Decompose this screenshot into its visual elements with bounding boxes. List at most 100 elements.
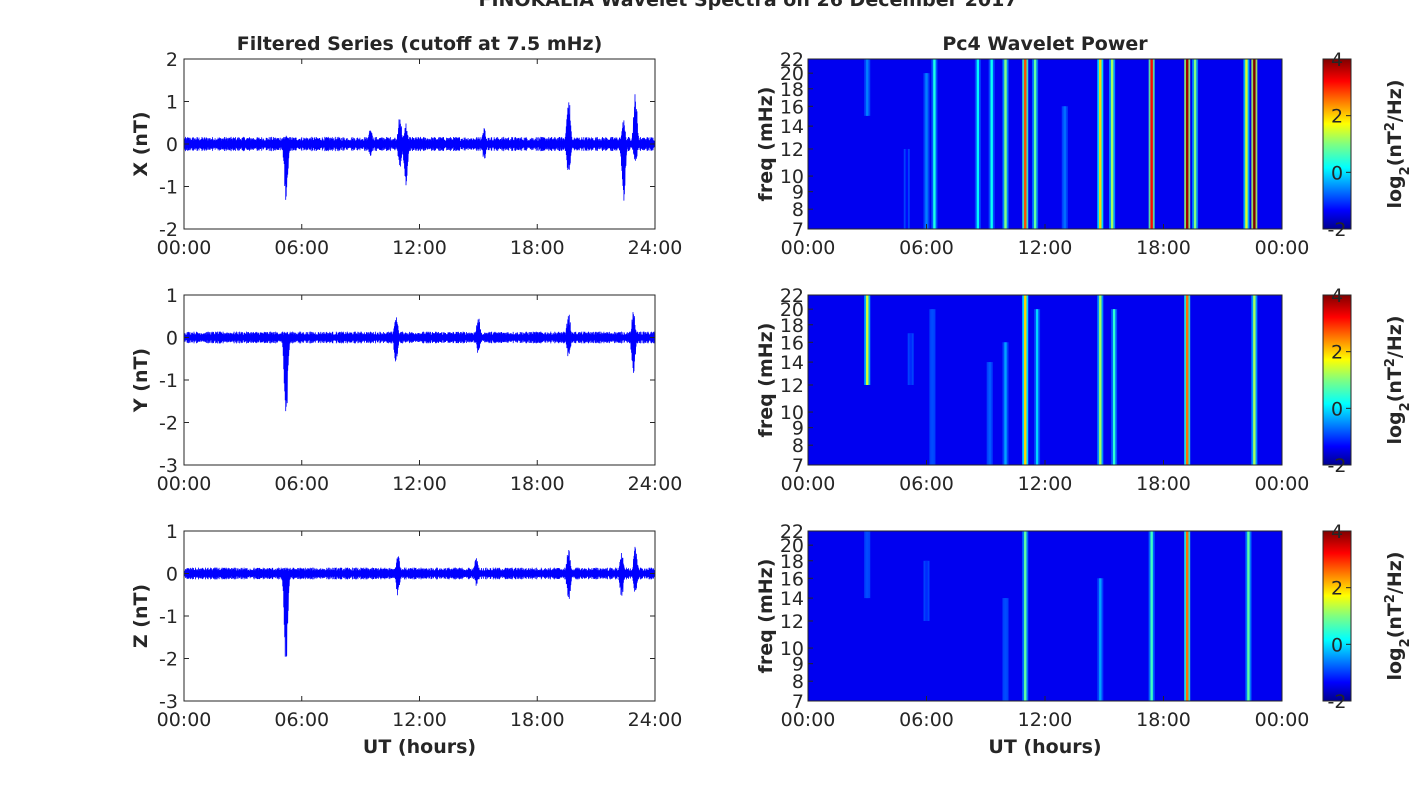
power-streak — [1193, 59, 1197, 229]
x-tick-label: 00:00 — [157, 237, 212, 259]
power-streak — [990, 59, 993, 229]
power-streak — [988, 362, 991, 465]
y-tick-label: 12 — [780, 139, 804, 161]
x-tick-label: 12:00 — [1018, 473, 1073, 495]
y-tick-label: 22 — [780, 285, 804, 307]
power-streak — [1186, 59, 1189, 229]
spectrogram-background — [808, 59, 1282, 229]
panel-title: Filtered Series (cutoff at 7.5 mHz) — [237, 33, 603, 55]
x-tick-label: 24:00 — [628, 709, 683, 731]
x-tick-label: 00:00 — [781, 237, 836, 259]
y-tick-label: 12 — [780, 611, 804, 633]
y-tick-label: 12 — [780, 375, 804, 397]
power-streak — [925, 560, 928, 621]
y-tick-label: 20 — [780, 535, 804, 557]
y-tick-label: 2 — [166, 49, 178, 71]
colorbar-tick-label: 0 — [1331, 162, 1343, 184]
colorbar-tick-label: 4 — [1331, 49, 1343, 71]
y-tick-label: 22 — [780, 521, 804, 543]
x-tick-label: 06:00 — [274, 237, 329, 259]
x-tick-label: 00:00 — [781, 709, 836, 731]
y-axis-label: Z (nT) — [130, 584, 152, 648]
x-tick-label: 00:00 — [157, 473, 212, 495]
x-tick-label: 00:00 — [1255, 237, 1310, 259]
power-streak — [1035, 309, 1039, 465]
power-streak — [1253, 295, 1256, 465]
colorbar-tick-label: 4 — [1331, 285, 1343, 307]
x-tick-label: 18:00 — [1136, 709, 1191, 731]
y-axis-label: X (nT) — [130, 111, 152, 176]
x-tick-label: 12:00 — [1018, 709, 1073, 731]
y-tick-label: -2 — [159, 219, 178, 241]
colorbar-tick-label: 2 — [1331, 342, 1343, 364]
y-tick-label: 1 — [166, 285, 178, 307]
y-tick-label: 16 — [780, 96, 804, 118]
spectrogram-background — [808, 531, 1282, 701]
power-streak — [1033, 59, 1037, 229]
plot-area — [184, 531, 655, 701]
x-tick-label: 06:00 — [899, 709, 954, 731]
power-streak — [1150, 59, 1153, 229]
y-axis-label: freq (mHz) — [755, 87, 777, 202]
y-tick-label: 0 — [166, 134, 178, 156]
colorbar-label: log2(nT2/Hz) — [1383, 79, 1413, 208]
power-streak — [1150, 531, 1153, 701]
series-panel-2: 1 0 -1 -2 -300:00 06:00 12:00 18:00 24:00 Y (nT) — [130, 285, 682, 495]
power-streak — [909, 333, 912, 385]
power-streak — [1253, 59, 1256, 229]
colorbar: 4 2 0 -2 log2(nT2/Hz) — [1322, 285, 1413, 477]
x-tick-label: 06:00 — [899, 237, 954, 259]
power-streak — [1099, 578, 1102, 701]
y-tick-label: -1 — [159, 370, 178, 392]
y-tick-label: 20 — [780, 299, 804, 321]
power-streak — [1024, 531, 1027, 701]
x-tick-label: 24:00 — [628, 473, 683, 495]
y-tick-label: 7 — [792, 219, 804, 241]
y-axis-label: Y (nT) — [130, 348, 152, 413]
colorbar-scale — [1322, 294, 1352, 466]
power-streak — [1099, 295, 1102, 465]
power-streak — [976, 59, 980, 229]
y-tick-label: 8 — [792, 199, 804, 221]
colorbar-tick-label: -2 — [1328, 219, 1347, 241]
y-tick-label: -2 — [159, 413, 178, 435]
power-streak — [1099, 59, 1102, 229]
series-panel-1: 2 1 0 -1 -200:00 06:00 12:00 18:00 24:00 X (nT) Fi… — [130, 33, 682, 259]
power-streak — [931, 309, 934, 465]
x-tick-label: 12:00 — [392, 709, 447, 731]
x-tick-label: 18:00 — [510, 473, 565, 495]
power-streak — [866, 531, 869, 599]
y-tick-label: 20 — [780, 63, 804, 85]
colorbar-tick-label: -2 — [1328, 691, 1347, 713]
y-tick-label: 18 — [780, 551, 804, 573]
x-tick-label: 18:00 — [510, 237, 565, 259]
colorbar-tick-label: 0 — [1331, 398, 1343, 420]
power-streak — [1186, 295, 1189, 465]
power-streak — [905, 148, 908, 229]
colorbar-label: log2(nT2/Hz) — [1383, 551, 1413, 680]
power-streak — [1004, 598, 1007, 701]
y-tick-label: -3 — [159, 455, 178, 477]
x-tick-label: 00:00 — [1255, 473, 1310, 495]
colorbar-tick-label: 4 — [1331, 521, 1343, 543]
y-tick-label: 16 — [780, 568, 804, 590]
y-tick-label: 16 — [780, 332, 804, 354]
y-tick-label: 18 — [780, 315, 804, 337]
power-streak — [1247, 531, 1250, 701]
y-tick-label: 9 — [792, 182, 804, 204]
y-tick-label: 14 — [780, 588, 804, 610]
colorbar-scale — [1322, 58, 1352, 230]
y-tick-label: -2 — [159, 649, 178, 671]
y-tick-label: 22 — [780, 49, 804, 71]
colorbar-tick-label: -2 — [1328, 455, 1347, 477]
x-tick-label: 00:00 — [781, 473, 836, 495]
series-line — [183, 94, 656, 201]
power-streak — [1024, 59, 1027, 229]
x-tick-label: 18:00 — [1136, 237, 1191, 259]
colorbar: 4 2 0 -2 log2(nT2/Hz) — [1322, 49, 1413, 241]
series-panel-3: 1 0 -1 -2 -300:00 06:00 12:00 18:00 24:00 Z (nT) U… — [130, 521, 682, 758]
